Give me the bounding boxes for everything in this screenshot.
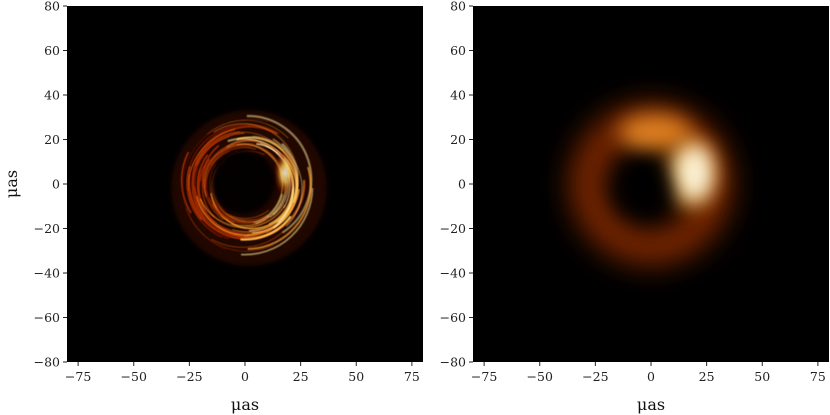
x-tick-label: −25 [176,369,202,384]
ring-filament [212,188,291,226]
ring-filament [252,135,303,227]
ring-filament [182,118,269,250]
crescent-core [679,144,712,201]
right-y-ticks: 80 60 40 20 0 −20 −40 −60 −80 [440,0,473,370]
y-tick-label: −80 [440,355,466,370]
y-tick-label: −40 [440,266,466,281]
y-tick-label: 60 [44,43,60,58]
y-tick-label: 0 [52,177,60,192]
y-tick-label: 80 [44,0,60,14]
ring-filament [192,135,245,237]
ring-filament [240,215,292,241]
right-x-axis-label: μas [637,395,665,414]
ring-filament [204,147,256,188]
ring-filament [186,124,247,240]
y-tick-label: 40 [450,88,466,103]
x-tick-label: 50 [348,369,364,384]
y-tick-label: −80 [34,355,60,370]
ring-filament [202,144,220,187]
ring-shadow [616,163,670,217]
ring-filament [201,140,285,219]
ring-filament [180,151,192,214]
y-tick-label: 20 [44,132,60,147]
right-panel: 80 60 40 20 0 −20 −40 −60 −80 −75 −50 −25 0 25 50 75 μ… [440,0,829,414]
y-tick-label: 40 [44,88,60,103]
ring-filament [211,231,283,248]
ring-filament [203,143,274,195]
ring-filament [212,203,268,224]
x-tick-label: 50 [754,369,770,384]
ring-shadow [210,149,276,215]
ring-filament [246,114,313,234]
left-y-ticks: 80 60 40 20 0 −20 −40 −60 −80 [34,0,67,370]
right-heatmap-image [573,106,729,262]
x-tick-label: 0 [241,369,249,384]
ring-filament [247,166,312,251]
left-x-ticks: −75 −50 −25 0 25 50 75 [65,362,420,384]
y-tick-label: 0 [458,177,466,192]
y-tick-label: −60 [34,310,60,325]
x-tick-label: −50 [527,369,553,384]
ring-filament [226,209,270,219]
left-heatmap-image [171,110,327,266]
ring-filament [229,214,269,221]
ring-bright-spot [273,148,298,197]
x-tick-label: 75 [810,369,826,384]
x-tick-label: 25 [293,369,309,384]
ring-filament [240,188,314,256]
right-x-ticks: −75 −50 −25 0 25 50 75 [471,362,826,384]
x-tick-label: 75 [404,369,420,384]
y-tick-label: 60 [450,43,466,58]
y-tick-label: −20 [34,221,60,236]
ring-filament [191,131,236,202]
ring-filament [187,128,236,191]
left-x-axis-label: μas [231,395,259,414]
x-tick-label: 0 [647,369,655,384]
ring-filament [199,198,286,229]
y-tick-label: −40 [34,266,60,281]
x-tick-label: 25 [699,369,715,384]
x-tick-label: −75 [65,369,91,384]
x-tick-label: −75 [471,369,497,384]
left-panel: 80 60 40 20 0 −20 −40 −60 −80 −75 −50 −25 0 25 50 75 μ… [2,0,423,414]
y-tick-label: 80 [450,0,466,14]
ring-filament [203,143,284,198]
ring-filament [210,143,255,166]
ring-filament [203,178,224,221]
y-tick-label: −60 [440,310,466,325]
x-tick-label: −25 [582,369,608,384]
y-tick-label: −20 [440,221,466,236]
x-tick-label: −50 [121,369,147,384]
left-y-axis-label: μas [2,170,21,198]
y-tick-label: 20 [450,132,466,147]
